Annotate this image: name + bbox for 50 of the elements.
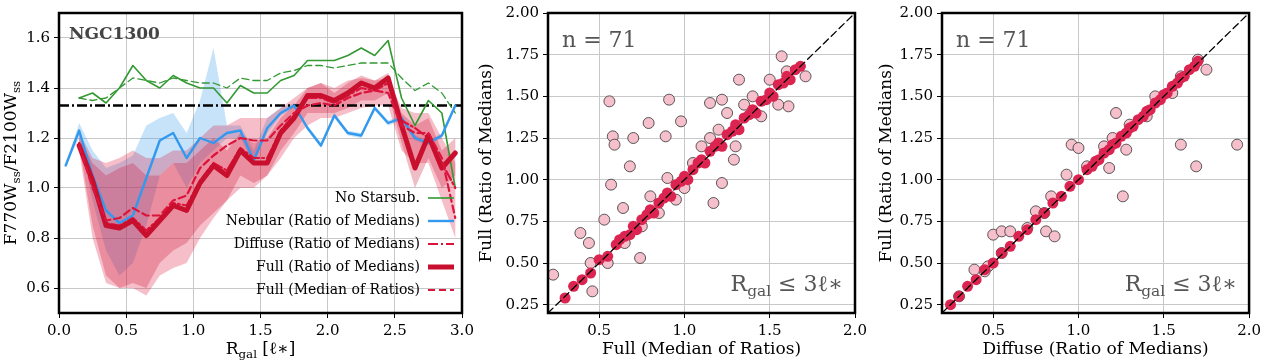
x-tick-label: 0.5	[114, 320, 139, 339]
y-axis-title: Full (Ratio of Medians)	[475, 63, 496, 263]
x-tick-label: 1.0	[672, 320, 697, 339]
y-tick-label: 1.0	[26, 177, 50, 196]
y-tick-label: 1.25	[899, 127, 933, 146]
x-tick-label: 1.5	[757, 320, 782, 339]
y-tick-label: 0.75	[505, 211, 539, 230]
y-tick-label: 1.50	[899, 86, 933, 105]
y-tick-label: 1.00	[505, 169, 539, 188]
y-tick-label: 0.6	[26, 277, 50, 296]
y-tick-label: 0.50	[899, 252, 933, 271]
x-tick-label: 3.0	[450, 320, 474, 339]
y-tick-label: 2.00	[505, 2, 539, 21]
annotation: n = 71	[562, 26, 637, 52]
y-tick-label: 1.75	[899, 44, 933, 63]
x-tick-label: 1.0	[181, 320, 206, 339]
y-tick-label: 0.25	[505, 294, 539, 313]
y-tick-label: 1.25	[505, 127, 539, 146]
y-tick-label: 0.50	[505, 252, 539, 271]
y-tick-label: 1.6	[26, 27, 50, 46]
y-tick-label: 1.2	[26, 127, 50, 146]
y-tick-label: 1.4	[26, 77, 50, 96]
x-tick-label: 1.0	[1066, 320, 1091, 339]
y-axis-title: F770Wss/F2100Wss	[0, 80, 24, 246]
legend-label: Diffuse (Ratio of Medians)	[233, 234, 421, 251]
y-tick-label: 0.25	[899, 294, 933, 313]
annotation: NGC1300	[69, 23, 161, 44]
legend-label: Full (Median of Ratios)	[256, 280, 420, 297]
x-tick-label: 0.5	[981, 320, 1006, 339]
x-tick-label: 2.5	[382, 320, 407, 339]
legend-label: No Starsub.	[335, 188, 420, 205]
legend-label: Full (Ratio of Medians)	[256, 257, 420, 274]
y-tick-label: 2.00	[899, 2, 933, 21]
x-axis-title: Diffuse (Ratio of Medians)	[982, 338, 1209, 359]
y-tick-label: 1.00	[899, 169, 933, 188]
x-tick-label: 2.0	[315, 320, 340, 339]
y-tick-label: 1.75	[505, 44, 539, 63]
x-tick-label: 0.0	[47, 320, 71, 339]
y-tick-label: 0.75	[899, 211, 933, 230]
x-tick-label: 2.0	[843, 320, 867, 339]
y-axis-title: Full (Ratio of Medians)	[875, 63, 896, 263]
y-tick-label: 0.8	[26, 227, 50, 246]
x-tick-label: 2.0	[1237, 320, 1261, 339]
y-tick-label: 1.50	[505, 86, 539, 105]
x-tick-label: 1.5	[248, 320, 273, 339]
x-tick-label: 0.5	[587, 320, 612, 339]
x-axis-title: Full (Median of Ratios)	[601, 338, 802, 359]
legend-label: Nebular (Ratio of Medians)	[225, 211, 420, 228]
annotation: n = 71	[956, 26, 1031, 52]
x-tick-label: 1.5	[1151, 320, 1176, 339]
